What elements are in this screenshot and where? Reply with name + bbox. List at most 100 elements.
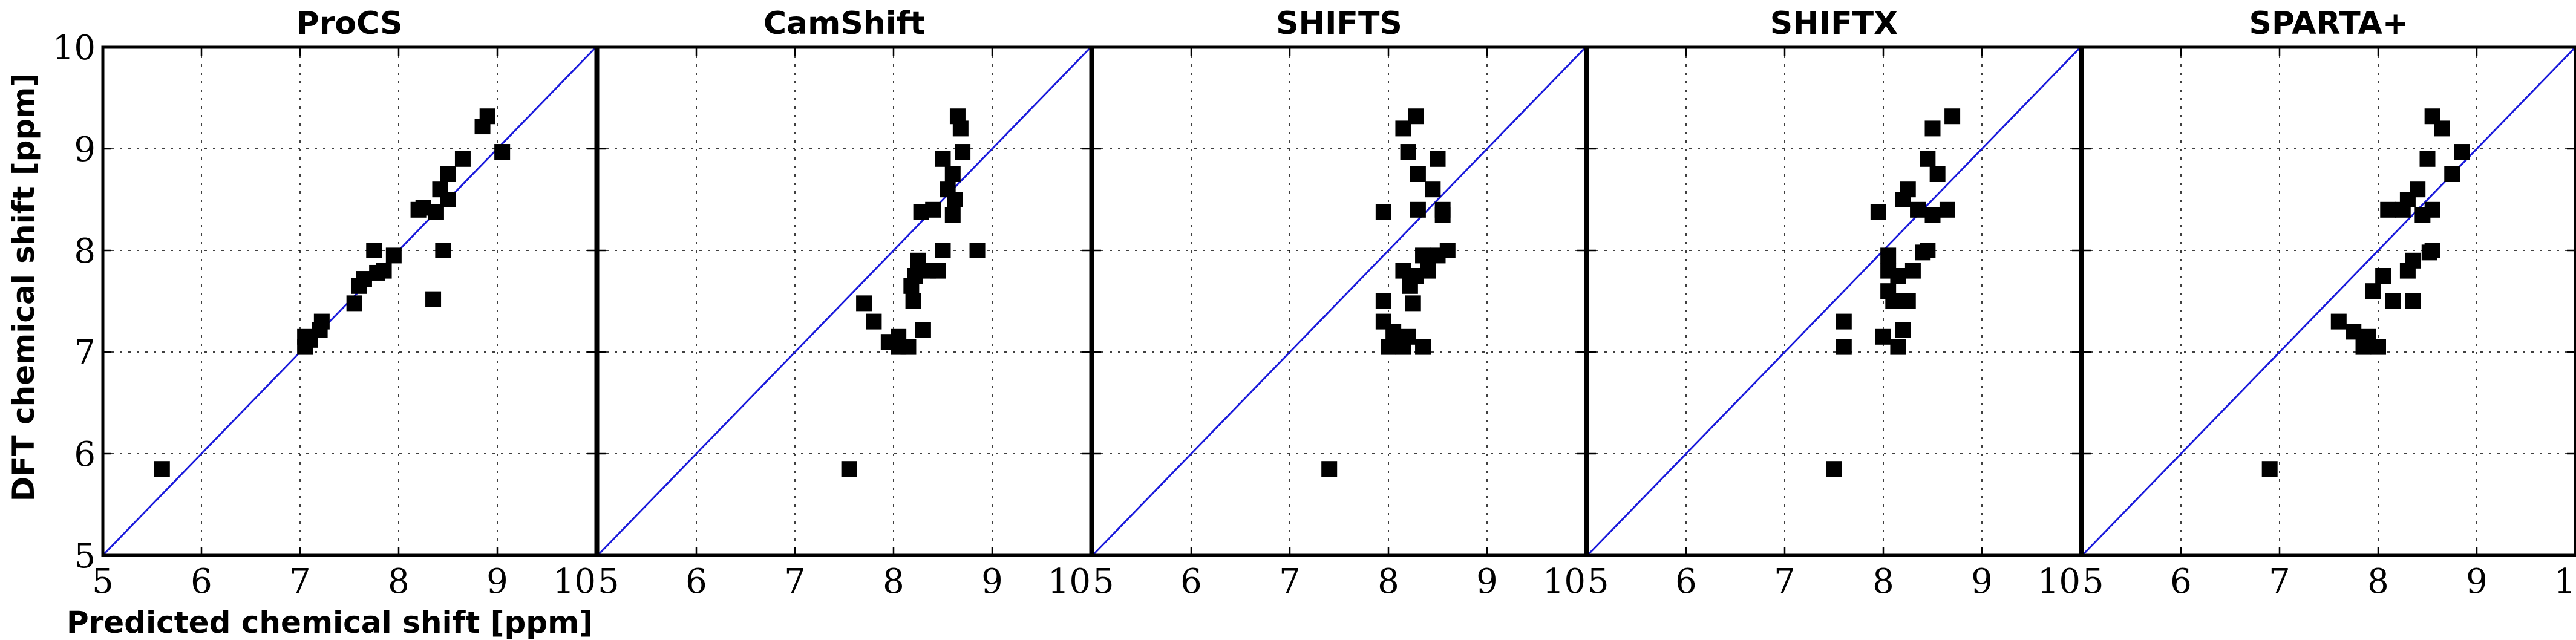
data-point xyxy=(856,295,872,312)
data-point xyxy=(1410,201,1426,218)
data-point xyxy=(440,192,456,207)
data-point xyxy=(1385,324,1402,340)
x-tick-label: 5 xyxy=(598,562,619,601)
data-point xyxy=(944,166,961,182)
data-point xyxy=(1900,293,1916,309)
x-tick-label: 5 xyxy=(1587,562,1609,601)
x-tick-label: 7 xyxy=(289,562,311,601)
data-point xyxy=(154,461,170,477)
reference-line xyxy=(1091,46,1587,557)
data-point xyxy=(454,151,471,167)
data-point xyxy=(2261,461,2278,477)
data-point xyxy=(2405,293,2421,309)
data-point xyxy=(952,120,969,137)
data-point xyxy=(1826,461,1842,477)
x-axis-label: Predicted chemical shift [ppm] xyxy=(67,605,593,640)
scatter-panel-4: SHIFTX 5 6 7 8 9 10 xyxy=(1586,5,2082,601)
data-point xyxy=(425,291,442,307)
data-point xyxy=(1890,339,1906,355)
data-point xyxy=(2365,283,2381,299)
y-tick-label: 5 xyxy=(74,537,96,576)
data-point xyxy=(1904,263,1921,279)
x-tick-label: 6 xyxy=(1180,562,1202,601)
data-point xyxy=(2454,144,2470,160)
data-point xyxy=(1875,328,1891,345)
data-point xyxy=(1924,207,1941,223)
reference-line xyxy=(2081,46,2576,557)
plot-frame xyxy=(1091,45,1587,557)
data-point xyxy=(1870,204,1886,220)
data-point xyxy=(1944,108,1961,125)
data-point xyxy=(494,144,511,160)
data-point xyxy=(944,207,961,223)
data-point xyxy=(947,192,963,207)
x-tick-label: 7 xyxy=(2269,562,2290,601)
data-point xyxy=(1375,204,1391,220)
y-tick-label: 8 xyxy=(74,232,96,271)
x-tick-label: 10 xyxy=(2554,562,2576,601)
plot-frame xyxy=(1586,45,2082,557)
data-point xyxy=(2385,293,2401,309)
y-tick-label: 9 xyxy=(74,130,96,169)
plot-frame xyxy=(2081,45,2576,557)
x-tick-label: 10 xyxy=(1543,562,1586,601)
reference-line xyxy=(597,46,1092,557)
x-tick-label: 8 xyxy=(388,562,410,601)
data-point xyxy=(1885,293,1901,309)
data-point xyxy=(2434,120,2450,137)
scatter-panel-1: ProCS 5 6 7 8 9 10 5 6 7 8 9 10 xyxy=(53,5,598,601)
data-point xyxy=(1439,243,1456,258)
data-point xyxy=(1895,322,1911,338)
data-point xyxy=(1400,328,1416,345)
reference-line xyxy=(1586,46,2082,557)
x-tick-label: 10 xyxy=(2038,562,2081,601)
scatter-panel-5: SPARTA+ 5 6 7 8 9 10 xyxy=(2081,5,2576,601)
data-point xyxy=(1415,339,1431,355)
panel-title: SPARTA+ xyxy=(2249,5,2409,42)
data-point xyxy=(930,263,946,279)
data-point xyxy=(1836,313,1852,330)
x-tick-label: 8 xyxy=(883,562,904,601)
data-point xyxy=(1400,144,1416,160)
data-point xyxy=(866,313,882,330)
data-point xyxy=(1405,295,1421,312)
data-point xyxy=(2375,268,2391,284)
data-point xyxy=(2410,181,2426,198)
data-point xyxy=(1836,339,1852,355)
panel-title: CamShift xyxy=(763,5,925,42)
y-axis-label: DFT chemical shift [ppm] xyxy=(6,73,41,501)
data-point xyxy=(2424,243,2440,258)
scatter-panel-2: CamShift 5 6 7 8 9 10 xyxy=(596,5,1093,601)
data-point xyxy=(2330,313,2347,330)
data-point xyxy=(1415,247,1431,264)
data-point xyxy=(1430,151,1446,167)
data-point xyxy=(2405,252,2421,269)
data-point xyxy=(1381,339,1396,355)
data-point xyxy=(1924,120,1941,137)
y-tick-label: 6 xyxy=(74,435,96,474)
x-tick-label: 5 xyxy=(1093,562,1114,601)
data-point xyxy=(935,243,951,258)
data-point xyxy=(915,322,931,338)
data-point xyxy=(2419,151,2436,167)
x-tick-label: 6 xyxy=(2170,562,2192,601)
data-point xyxy=(1408,108,1424,125)
data-point xyxy=(1434,201,1451,218)
data-point xyxy=(955,144,971,160)
data-point xyxy=(2380,201,2396,218)
data-point xyxy=(2370,339,2386,355)
data-point xyxy=(1900,181,1916,198)
x-tick-label: 7 xyxy=(1774,562,1796,601)
data-point xyxy=(1880,247,1897,264)
data-point xyxy=(1929,166,1946,182)
data-point xyxy=(385,247,402,264)
x-tick-label: 8 xyxy=(1872,562,1894,601)
data-point xyxy=(1420,263,1436,279)
data-point xyxy=(313,313,330,330)
x-tick-label: 5 xyxy=(92,562,114,601)
data-point xyxy=(900,339,917,355)
x-tick-label: 8 xyxy=(1378,562,1399,601)
data-point xyxy=(1939,201,1955,218)
x-tick-label: 10 xyxy=(553,562,596,601)
